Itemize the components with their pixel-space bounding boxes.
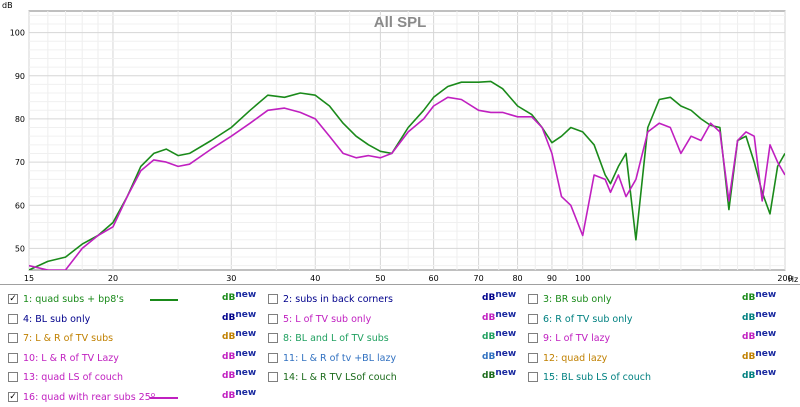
legend-line-swatch: [150, 299, 178, 301]
dbnew-link[interactable]: dBnew: [482, 290, 517, 303]
legend-label: 3: BR sub only: [543, 294, 612, 305]
legend-checkbox[interactable]: [528, 294, 538, 304]
legend-entry[interactable]: ✓ 1: quad subs + bp8's dBnew: [8, 290, 262, 309]
legend-panel: ✓ 1: quad subs + bp8's dBnew 2: subs in bac…: [0, 284, 800, 407]
legend-label: 10: L & R of TV Lazy: [23, 352, 119, 364]
x-tick-label: 90: [547, 274, 557, 283]
legend-label: 2: subs in back corners: [283, 294, 394, 305]
x-tick-label: 100: [575, 274, 590, 283]
y-tick-label: 50: [15, 244, 25, 253]
legend-checkbox[interactable]: [528, 372, 538, 382]
chart-title: All SPL: [374, 14, 427, 31]
y-tick-label: 100: [10, 29, 25, 38]
y-tick-label: 70: [15, 158, 25, 167]
legend-checkbox[interactable]: [268, 294, 278, 304]
legend-checkbox[interactable]: [8, 352, 18, 363]
dbnew-link[interactable]: dBnew: [222, 309, 257, 323]
spl-chart: 100 90 80 70 60 50 15 20 30 40 50 60 70 80 90 100 200 Al…: [0, 0, 800, 284]
legend-checkbox[interactable]: ✓: [8, 391, 18, 402]
x-tick-label: 70: [474, 274, 484, 283]
legend-entry[interactable]: 4: BL sub only dBnew: [8, 310, 262, 329]
legend-checkbox[interactable]: [268, 372, 278, 382]
legend-checkbox[interactable]: [268, 333, 278, 343]
legend-checkbox[interactable]: [268, 352, 278, 363]
legend-checkbox[interactable]: ✓: [8, 294, 18, 304]
legend-label: 13: quad LS of couch: [23, 372, 124, 383]
legend-line-swatch: [150, 396, 178, 399]
tick-layer: 100 90 80 70 60 50 15 20 30 40 50 60 70 80 90 100 200: [10, 29, 793, 283]
grid-layer: [28, 10, 786, 271]
legend-label: 15: BL sub LS of couch: [543, 372, 651, 383]
legend-entry[interactable]: 3: BR sub only dBnew: [528, 290, 782, 309]
y-tick-label: 60: [15, 201, 25, 210]
spl-chart-svg: 100 90 80 70 60 50 15 20 30 40 50 60 70 80 90 100 200 Al…: [2, 1, 798, 284]
legend-label: 14: L & R TV LSof couch: [283, 372, 397, 383]
series-line-1: [29, 80, 785, 270]
x-tick-label: 80: [512, 274, 522, 283]
legend-label: 1: quad subs + bp8's: [23, 294, 124, 305]
dbnew-link[interactable]: dBnew: [482, 348, 517, 362]
legend-label: 5: L of TV sub only: [283, 313, 372, 325]
legend-entry[interactable]: ✓ 16: quad with rear subs 25º dBnew: [8, 388, 262, 407]
legend-entry[interactable]: 12: quad lazy dBnew: [528, 349, 782, 368]
legend-entry[interactable]: 11: L & R of tv +BL lazy dBnew: [268, 349, 522, 368]
legend-label: 8: BL and L of TV subs: [283, 333, 389, 344]
legend-entry[interactable]: 9: L of TV lazy dBnew: [528, 329, 782, 348]
dbnew-link[interactable]: dBnew: [742, 329, 777, 342]
legend-checkbox[interactable]: [528, 333, 538, 343]
legend-label: 16: quad with rear subs 25º: [23, 391, 156, 403]
legend-entry[interactable]: 14: L & R TV LSof couch dBnew: [268, 368, 522, 387]
legend-entry[interactable]: 2: subs in back corners dBnew: [268, 290, 522, 309]
legend-label: 12: quad lazy: [543, 352, 608, 364]
dbnew-link[interactable]: dBnew: [742, 368, 777, 381]
legend-checkbox[interactable]: [8, 333, 18, 343]
y-tick-label: 90: [15, 72, 25, 81]
series-line-2: [29, 96, 785, 270]
legend-label: 4: BL sub only: [23, 313, 91, 325]
dbnew-link[interactable]: dBnew: [222, 387, 257, 401]
legend-checkbox[interactable]: [8, 313, 18, 324]
x-tick-label: 30: [226, 274, 236, 283]
x-tick-label: 200: [777, 274, 792, 283]
legend-label: 9: L of TV lazy: [543, 333, 611, 344]
dbnew-link[interactable]: dBnew: [742, 348, 777, 362]
y-tick-label: 80: [15, 115, 25, 124]
x-tick-label: 50: [375, 274, 385, 283]
dbnew-link[interactable]: dBnew: [482, 368, 517, 381]
legend-checkbox[interactable]: [528, 313, 538, 324]
dbnew-link[interactable]: dBnew: [222, 368, 257, 381]
dbnew-link[interactable]: dBnew: [222, 329, 257, 342]
dbnew-link[interactable]: dBnew: [222, 290, 257, 303]
dbnew-link[interactable]: dBnew: [222, 348, 257, 362]
dbnew-link[interactable]: dBnew: [742, 309, 777, 323]
x-tick-label: 15: [24, 274, 34, 283]
legend-entry[interactable]: 5: L of TV sub only dBnew: [268, 310, 522, 329]
legend-entry[interactable]: 8: BL and L of TV subs dBnew: [268, 329, 522, 348]
x-tick-label: 20: [108, 274, 118, 283]
legend-checkbox[interactable]: [528, 352, 538, 363]
legend-label: 7: L & R of TV subs: [23, 333, 114, 344]
legend-entry[interactable]: 10: L & R of TV Lazy dBnew: [8, 349, 262, 368]
x-axis-label: Hz: [788, 275, 798, 284]
legend-checkbox[interactable]: [268, 313, 278, 324]
dbnew-link[interactable]: dBnew: [482, 309, 517, 323]
legend-entry[interactable]: 13: quad LS of couch dBnew: [8, 368, 262, 387]
legend-entry[interactable]: 6: R of TV sub only dBnew: [528, 310, 782, 329]
legend-checkbox[interactable]: [8, 372, 18, 382]
dbnew-link[interactable]: dBnew: [742, 290, 777, 303]
legend-label: 11: L & R of tv +BL lazy: [283, 352, 397, 364]
dbnew-link[interactable]: dBnew: [482, 329, 517, 342]
series-layer: [29, 80, 785, 270]
legend-entry[interactable]: 15: BL sub LS of couch dBnew: [528, 368, 782, 387]
x-tick-label: 40: [310, 274, 320, 283]
x-tick-label: 60: [429, 274, 439, 283]
y-axis-label: dB: [2, 1, 13, 10]
legend-label: 6: R of TV sub only: [543, 313, 633, 325]
legend-entry[interactable]: 7: L & R of TV subs dBnew: [8, 329, 262, 348]
